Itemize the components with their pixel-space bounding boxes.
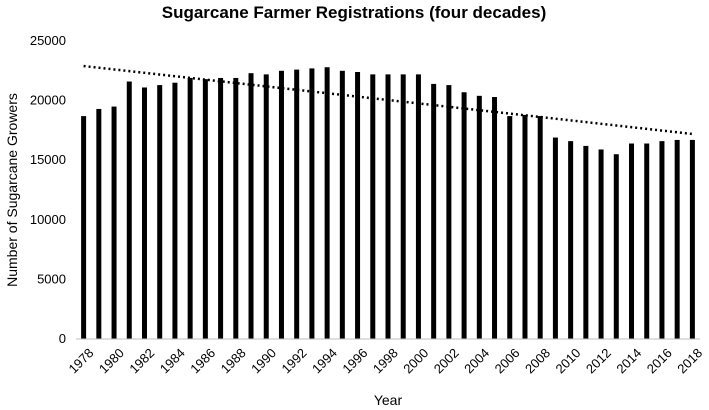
x-tick-label: 1984 (157, 345, 188, 376)
bar (278, 70, 284, 340)
trendline-group (83, 64, 693, 136)
chart-title: Sugarcane Farmer Registrations (four dec… (162, 3, 547, 22)
bar (218, 77, 224, 340)
bar (522, 114, 528, 340)
x-tick-label: 2002 (431, 345, 462, 376)
y-tick-label: 20000 (30, 93, 66, 108)
bar (81, 116, 87, 339)
bar (644, 143, 650, 339)
bar (507, 116, 513, 339)
x-tick-label: 2014 (613, 345, 644, 376)
y-axis-ticks: 0 5000 10000 15000 20000 25000 (30, 33, 66, 346)
x-tick-label: 2012 (583, 345, 614, 376)
y-axis-title: Number of Sugarcane Growers (4, 93, 20, 287)
bar (309, 68, 315, 339)
bar-series (81, 67, 695, 340)
bar (568, 141, 574, 339)
x-tick-label: 1994 (309, 345, 340, 376)
x-tick-label: 2000 (400, 345, 431, 376)
x-tick-label: 2018 (674, 345, 705, 376)
bar (126, 81, 132, 339)
x-tick-label: 1978 (65, 345, 96, 376)
bar (476, 95, 482, 339)
x-tick-label: 1990 (248, 345, 279, 376)
x-tick-label: 1986 (187, 345, 218, 376)
bar (248, 73, 254, 340)
bar (552, 137, 558, 339)
bar (613, 154, 619, 339)
y-tick-label: 10000 (30, 212, 66, 227)
bar (141, 87, 147, 339)
bar (461, 92, 467, 339)
x-tick-label: 1996 (339, 345, 370, 376)
bar (355, 71, 361, 339)
x-tick-label: 1992 (279, 345, 310, 376)
bar (537, 116, 543, 339)
bar (96, 108, 102, 339)
bar (583, 145, 589, 339)
x-tick-label: 2016 (644, 345, 675, 376)
x-tick-label: 2004 (461, 345, 492, 376)
y-tick-label: 25000 (30, 33, 66, 48)
bar (598, 149, 604, 339)
bar (492, 97, 498, 339)
bar (294, 69, 300, 339)
bar (187, 77, 193, 340)
bar (674, 139, 680, 339)
bar (400, 74, 406, 339)
x-tick-label: 2010 (552, 345, 583, 376)
x-tick-label: 1988 (218, 345, 249, 376)
bar (263, 74, 269, 339)
x-tick-label: 1982 (126, 345, 157, 376)
y-tick-label: 15000 (30, 152, 66, 167)
x-tick-label: 1980 (96, 345, 127, 376)
x-tick-label: 2006 (492, 345, 523, 376)
bar (629, 143, 635, 339)
bar (415, 74, 421, 339)
trendline (83, 64, 693, 136)
bar (431, 83, 437, 339)
bar (202, 79, 208, 340)
bar (659, 141, 665, 339)
bar (233, 77, 239, 340)
x-axis-ticks: 1978 1980 1982 1984 1986 1988 1990 1992 1994 1996… (65, 345, 705, 376)
bar (324, 67, 330, 339)
bar (689, 139, 695, 339)
bar (339, 70, 345, 340)
y-tick-label: 5000 (37, 271, 66, 286)
bar (172, 82, 178, 339)
bar (370, 74, 376, 339)
x-axis-title: Year (374, 392, 403, 408)
y-tick-label: 0 (59, 331, 66, 346)
x-tick-label: 1998 (370, 345, 401, 376)
bar (157, 85, 163, 339)
bar (385, 74, 391, 339)
bar (446, 85, 452, 339)
bar (111, 106, 117, 339)
x-tick-label: 2008 (522, 345, 553, 376)
